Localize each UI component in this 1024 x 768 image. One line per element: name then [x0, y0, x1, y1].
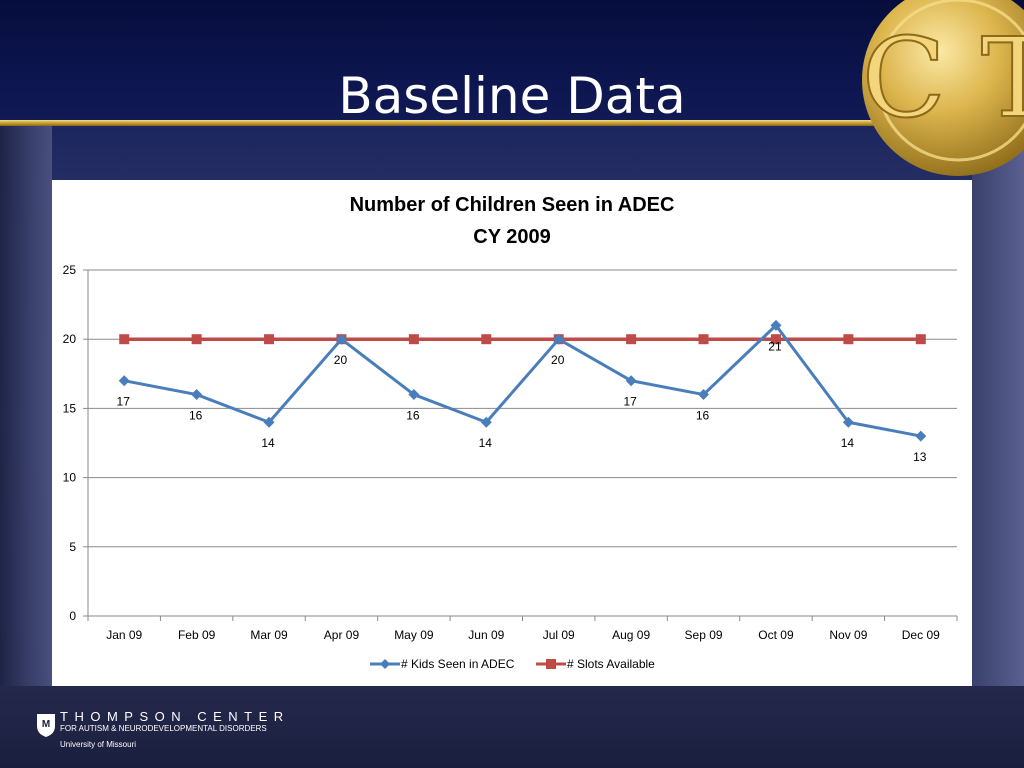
slots-marker [698, 334, 709, 345]
slide-title: Baseline Data [338, 67, 686, 125]
kids-marker [770, 319, 782, 331]
y-tick-label: 5 [69, 540, 76, 554]
svg-text:M: M [42, 719, 50, 730]
x-tick-label: Aug 09 [612, 628, 650, 642]
slots-marker [119, 334, 130, 345]
x-tick-label: Oct 09 [758, 628, 794, 642]
data-label: 16 [406, 409, 420, 423]
kids-marker [263, 416, 275, 428]
x-tick-label: Mar 09 [250, 628, 288, 642]
slots-marker [481, 334, 492, 345]
data-label: 14 [479, 436, 493, 450]
x-tick-label: Jun 09 [468, 628, 504, 642]
gold-divider [0, 120, 1024, 126]
x-tick-label: Apr 09 [324, 628, 360, 642]
mizzou-tiger-icon: M [37, 714, 55, 737]
coin-monogram: C T [862, 14, 1024, 142]
data-label: 16 [696, 409, 710, 423]
x-tick-label: Sep 09 [685, 628, 723, 642]
slots-marker [191, 334, 202, 345]
kids-marker [915, 430, 927, 442]
slots-marker [264, 334, 275, 345]
x-tick-label: Jul 09 [543, 628, 575, 642]
thompson-center-coin-logo: C T [861, 0, 1024, 176]
slots-marker [408, 334, 419, 345]
legend-diamond-marker [380, 659, 390, 669]
kids-marker [625, 375, 637, 387]
kids-marker [480, 416, 492, 428]
data-label: 20 [334, 353, 348, 367]
chart-subtitle: CY 2009 [473, 226, 551, 248]
slots-marker [770, 334, 781, 345]
data-label: 17 [623, 395, 637, 409]
chart-title: Number of Children Seen in ADEC [349, 194, 675, 216]
kids-marker [118, 375, 130, 387]
footer-university: University of Missouri [60, 740, 137, 749]
x-tick-label: Jan 09 [106, 628, 142, 642]
background-photo-left [0, 126, 52, 686]
y-tick-label: 0 [69, 609, 76, 623]
background-photo-right [972, 126, 1024, 686]
x-tick-label: Nov 09 [829, 628, 867, 642]
slots-marker [843, 334, 854, 345]
slots-marker [915, 334, 926, 345]
kids-marker [553, 333, 565, 345]
data-label: 21 [768, 339, 782, 353]
series-line-kids-seen [123, 323, 922, 438]
line-chart: 0 5 10 15 20 25 Jan 09 Feb 09 Mar 09 Apr 09 May 09… [63, 263, 958, 671]
kids-marker [408, 389, 420, 401]
y-tick-label: 25 [63, 263, 77, 277]
legend-square-marker [546, 659, 556, 669]
x-tick-label: Feb 09 [178, 628, 216, 642]
legend-label: # Kids Seen in ADEC [401, 657, 515, 671]
footer-org-name: THOMPSON CENTER [60, 709, 290, 724]
title-band [0, 0, 1024, 122]
data-label: 20 [551, 353, 565, 367]
data-label: 13 [913, 450, 927, 464]
chart-panel: Number of Children Seen in ADEC CY 2009 … [52, 180, 972, 686]
footer-org-subtitle: FOR AUTISM & NEURODEVELOPMENTAL DISORDER… [60, 724, 267, 733]
x-tick-label: May 09 [394, 628, 434, 642]
y-tick-label: 20 [63, 332, 77, 346]
data-label: 14 [841, 436, 855, 450]
y-tick-label: 10 [63, 471, 77, 485]
legend-label: # Slots Available [567, 657, 655, 671]
kids-marker [698, 389, 710, 401]
data-label: 14 [261, 436, 275, 450]
data-label: 16 [189, 409, 203, 423]
kids-marker [335, 333, 347, 345]
y-tick-label: 15 [63, 401, 77, 415]
slots-marker [626, 334, 637, 345]
kids-marker [191, 389, 203, 401]
kids-marker [842, 416, 854, 428]
data-label: 17 [117, 395, 131, 409]
x-tick-label: Dec 09 [902, 628, 940, 642]
